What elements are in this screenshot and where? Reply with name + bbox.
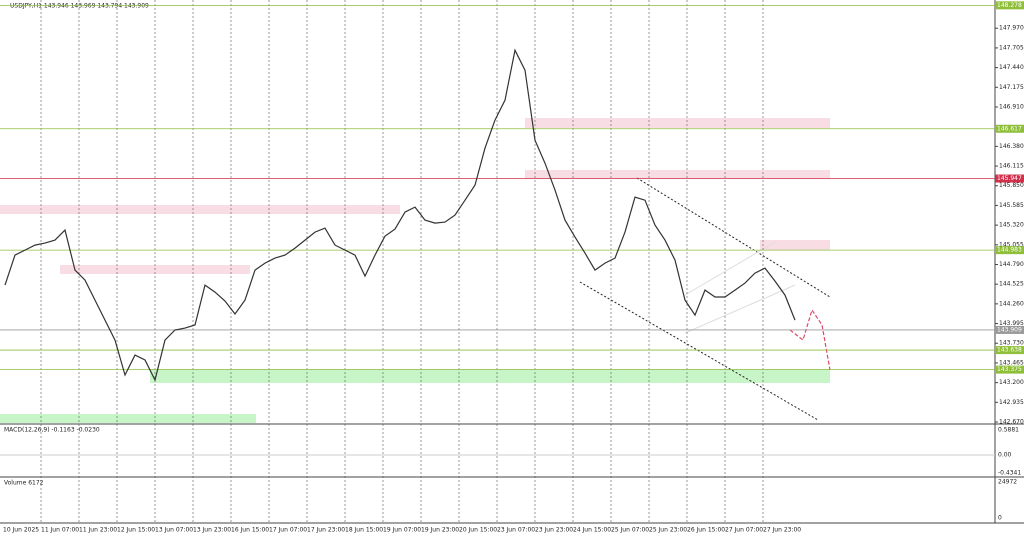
level-label: 143.638 (997, 347, 1022, 354)
resistance-zone (525, 170, 830, 179)
y-tick-label: 147.440 (999, 64, 1024, 71)
y-tick-label: 145.850 (999, 182, 1024, 189)
level-tag (995, 325, 1024, 334)
channel-line (684, 241, 776, 296)
channel-line (684, 284, 796, 334)
y-tick-label: 147.970 (999, 25, 1024, 32)
channel-line (579, 281, 819, 421)
y-tick-label: 144.260 (999, 300, 1024, 307)
x-tick-label: 10 Jun 2025 (3, 527, 39, 534)
level-label: 148.278 (997, 2, 1022, 9)
y-tick-label: 145.055 (999, 241, 1024, 248)
level-tag (995, 365, 1024, 374)
level-label: 143.909 (997, 326, 1022, 333)
level-tag (995, 1, 1024, 10)
x-tick-label: 23 Jun 23:00 (535, 527, 573, 534)
y-tick-label: 145.320 (999, 222, 1024, 229)
y-tick-label: 147.705 (999, 44, 1024, 51)
x-tick-label: 17 Jun 23:00 (307, 527, 345, 534)
macd-label: MACD(12,26,9) -0.1163 -0.0230 (4, 427, 100, 434)
x-tick-label: 13 Jun 23:00 (193, 527, 231, 534)
x-tick-label: 18 Jun 15:00 (345, 527, 383, 534)
channel-line (636, 177, 831, 298)
resistance-zone (760, 240, 830, 250)
y-tick-label: 145.585 (999, 202, 1024, 209)
level-tag (995, 174, 1024, 183)
volume-tick-label: 24972 (998, 479, 1017, 486)
price-line (4, 48, 796, 382)
y-tick-label: 146.115 (999, 163, 1024, 170)
volume-tick-label: 0 (998, 515, 1002, 522)
level-label: 145.947 (997, 175, 1022, 182)
level-label: 144.983 (997, 247, 1022, 254)
x-tick-label: 17 Jun 07:00 (269, 527, 307, 534)
y-tick-label: 146.380 (999, 143, 1024, 150)
x-tick-label: 19 Jun 07:00 (383, 527, 421, 534)
support-zone (0, 414, 256, 423)
resistance-zone (525, 118, 830, 128)
y-tick-label: 144.525 (999, 281, 1024, 288)
x-tick-label: 27 Jun 23:00 (763, 527, 801, 534)
x-tick-label: 20 Jun 15:00 (459, 527, 497, 534)
level-label: 143.375 (997, 366, 1022, 373)
y-tick-label: 143.730 (999, 340, 1024, 347)
x-tick-label: 11 Jun 23:00 (79, 527, 117, 534)
x-tick-label: 25 Jun 07:00 (611, 527, 649, 534)
level-tag (995, 246, 1024, 255)
y-tick-label: 143.465 (999, 359, 1024, 366)
x-tick-label: 12 Jun 15:00 (117, 527, 155, 534)
x-tick-label: 25 Jun 23:00 (649, 527, 687, 534)
macd-tick-label: 0.5881 (998, 427, 1019, 434)
volume-label: Volume 6172 (4, 480, 44, 487)
y-tick-label: 142.935 (999, 399, 1024, 406)
level-label: 146.617 (997, 125, 1022, 132)
y-tick-label: 146.910 (999, 103, 1024, 110)
y-tick-label: 147.175 (999, 84, 1024, 91)
x-tick-label: 13 Jun 07:00 (155, 527, 193, 534)
y-tick-label: 144.790 (999, 261, 1024, 268)
level-tag (995, 346, 1024, 355)
y-tick-label: 142.670 (999, 419, 1024, 426)
chart-header: USDJPY,H1 143.946 143.969 143.794 143.90… (10, 3, 149, 10)
x-tick-label: 26 Jun 15:00 (687, 527, 725, 534)
x-tick-label: 19 Jun 23:00 (421, 527, 459, 534)
x-tick-label: 24 Jun 15:00 (573, 527, 611, 534)
y-tick-label: 143.995 (999, 320, 1024, 327)
level-tag (995, 124, 1024, 133)
y-tick-label: 143.200 (999, 379, 1024, 386)
x-tick-label: 11 Jun 07:00 (41, 527, 79, 534)
macd-tick-label: -0.4341 (998, 470, 1021, 477)
forecast-path (789, 308, 831, 371)
x-tick-label: 16 Jun 15:00 (231, 527, 269, 534)
support-zone (150, 369, 830, 383)
resistance-zone (0, 205, 400, 214)
x-tick-label: 23 Jun 07:00 (497, 527, 535, 534)
macd-tick-label: 0.00 (998, 452, 1012, 459)
x-tick-label: 27 Jun 07:00 (725, 527, 763, 534)
